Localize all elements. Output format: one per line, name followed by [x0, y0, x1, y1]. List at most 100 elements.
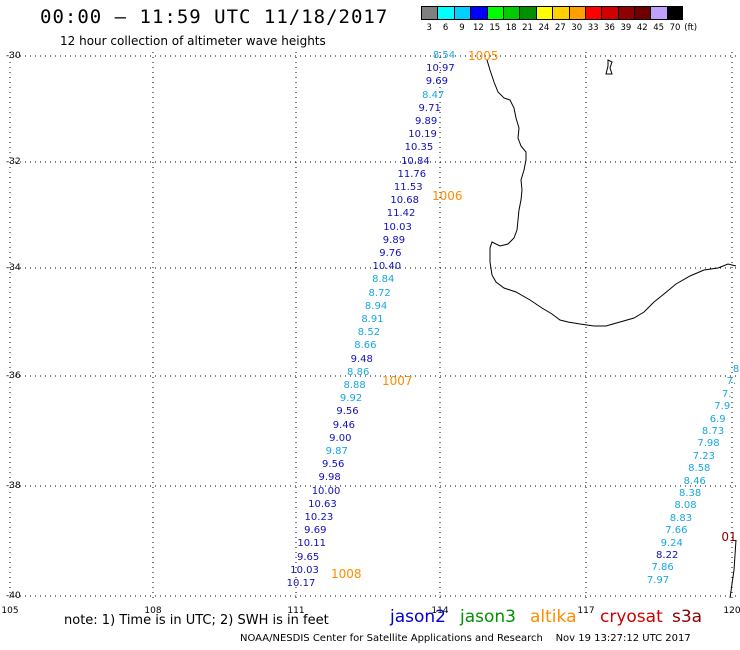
colorbar-swatch [437, 6, 454, 20]
footer-credit: NOAA/NESDIS Center for Satellite Applica… [240, 633, 691, 644]
colorbar-swatch [634, 6, 651, 20]
colorbar-legend: 3 6 9 12 15 18 21 24 27 30 33 36 39 42 45 70 (ft) [421, 6, 697, 33]
pass-label: 1006 [432, 189, 463, 203]
swh-value: 9.46 [332, 419, 356, 431]
swh-value: 10.84 [401, 155, 430, 167]
swh-value: 10.97 [426, 63, 455, 75]
map-subtitle: 12 hour collection of altimeter wave hei… [60, 34, 326, 48]
swh-value: 9.24 [660, 537, 683, 549]
swh-value: 8.91 [361, 314, 384, 325]
legend-jason3: jason3 [460, 607, 516, 627]
swh-value: 8.94 [364, 300, 388, 312]
swh-value: 9.00 [329, 432, 352, 444]
colorbar-labels: 3 6 9 12 15 18 21 24 27 30 33 36 39 42 45 70 (ft) [421, 23, 697, 33]
latitude-label: -32 [6, 157, 21, 167]
swh-value: 8.22 [656, 550, 679, 561]
colorbar-unit-label: (ft) [684, 23, 698, 33]
pass-label: 1005 [468, 49, 499, 63]
swh-value: 9.76 [379, 248, 402, 259]
swh-value: 9.48 [350, 353, 373, 365]
colorbar-swatches [421, 6, 697, 20]
colorbar-tick-label: 18 [505, 23, 517, 33]
colorbar-swatch [666, 6, 684, 20]
colorbar-tick-label: 42 [636, 23, 648, 33]
swh-value: 8 [732, 364, 740, 375]
swh-value: 10.63 [308, 498, 337, 510]
latitude-label: -30 [6, 51, 21, 61]
map-title: 00:00 – 11:59 UTC 11/18/2017 [40, 6, 389, 28]
swh-value: 8.86 [347, 366, 370, 378]
swh-value: 9.89 [382, 234, 406, 246]
colorbar-swatch [584, 6, 602, 20]
colorbar-tick-label: 33 [587, 23, 599, 33]
swh-value: 10.11 [297, 538, 327, 550]
swh-value: 7. [722, 388, 732, 400]
swh-value: 8.58 [688, 463, 711, 475]
swh-value: 11.76 [397, 168, 427, 180]
pass-label: 1007 [382, 374, 413, 388]
colorbar-swatch [502, 6, 520, 20]
swh-value: 7.86 [651, 562, 674, 574]
swh-value: 9.69 [425, 76, 448, 88]
swh-value: 9.87 [325, 446, 348, 457]
colorbar-tick-label: 70 [669, 23, 681, 33]
swh-value: 8.88 [343, 380, 366, 391]
swh-value: 10.40 [372, 261, 402, 273]
swh-value: 9.56 [322, 459, 345, 471]
swh-value: 10.17 [286, 578, 316, 589]
swh-value: 10.35 [404, 142, 434, 154]
swh-value-s3a: 01 [721, 530, 737, 544]
colorbar-tick-label: 27 [554, 23, 566, 33]
swh-value: 8.08 [674, 500, 697, 512]
colorbar-swatch [552, 6, 569, 20]
colorbar-tick-label: 39 [620, 23, 632, 33]
swh-value: 7.9 [714, 401, 731, 413]
swh-value: 8.66 [354, 340, 377, 352]
swh-value: 10.03 [383, 221, 412, 233]
colorbar-swatch [650, 6, 667, 20]
longitude-label: 120 [723, 606, 740, 616]
latitude-label: -38 [6, 481, 21, 491]
swh-value: 8.54 [432, 50, 456, 61]
legend-s3a: s3a [672, 607, 703, 627]
swh-value: 11.53 [393, 182, 423, 193]
colorbar-tick-label: 21 [522, 23, 533, 33]
swh-value: 9.65 [297, 551, 320, 563]
longitude-label: 105 [1, 606, 19, 616]
colorbar-tick-label: 9 [459, 23, 465, 33]
latitude-label: -34 [6, 263, 21, 273]
swh-value: 9.71 [418, 102, 441, 114]
swh-value: 9.98 [318, 472, 341, 484]
colorbar-tick-label: 45 [653, 23, 665, 33]
swh-value: 9.69 [304, 525, 327, 537]
longitude-label: 117 [577, 606, 595, 616]
longitude-label: 111 [287, 606, 305, 616]
colorbar-tick-label: 24 [538, 23, 550, 33]
legend-altika: altika [530, 607, 577, 627]
swh-value: 8.72 [368, 287, 391, 299]
swh-value: 7.23 [692, 450, 716, 462]
longitude-label: 114 [431, 606, 449, 616]
colorbar-swatch [470, 6, 487, 20]
swh-value: 7. [726, 376, 737, 388]
swh-value: 8.83 [669, 512, 693, 524]
swh-value: 9.56 [336, 406, 359, 418]
colorbar-tick-label: 12 [472, 23, 484, 33]
swh-value: 11.42 [386, 208, 416, 220]
colorbar-swatch [535, 6, 553, 20]
swh-value: 10.00 [311, 485, 341, 497]
colorbar-tick-label: 6 [442, 23, 449, 33]
colorbar-tick-label: 15 [489, 23, 501, 33]
swh-value: 8.46 [683, 475, 706, 487]
colorbar-swatch [601, 6, 618, 20]
swh-value: 8.73 [701, 426, 725, 437]
swh-value: 8.84 [372, 274, 395, 286]
swh-value: 6.9 [709, 413, 726, 425]
note-text: note: 1) Time is in UTC; 2) SWH is in fe… [64, 613, 329, 628]
colorbar-tick-label: 30 [571, 23, 583, 33]
longitude-label: 108 [144, 606, 162, 616]
swh-value: 7.66 [665, 525, 688, 537]
swh-value: 7.98 [697, 438, 720, 450]
colorbar-swatch [486, 6, 503, 20]
